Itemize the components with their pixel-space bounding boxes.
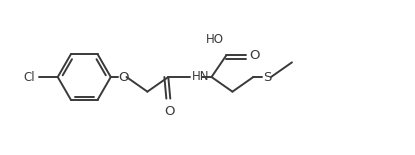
Text: O: O	[164, 106, 175, 118]
Text: O: O	[119, 71, 129, 84]
Text: HN: HN	[192, 70, 210, 82]
Text: S: S	[263, 71, 271, 84]
Text: O: O	[249, 49, 259, 62]
Text: HO: HO	[206, 33, 224, 46]
Text: Cl: Cl	[24, 71, 35, 84]
